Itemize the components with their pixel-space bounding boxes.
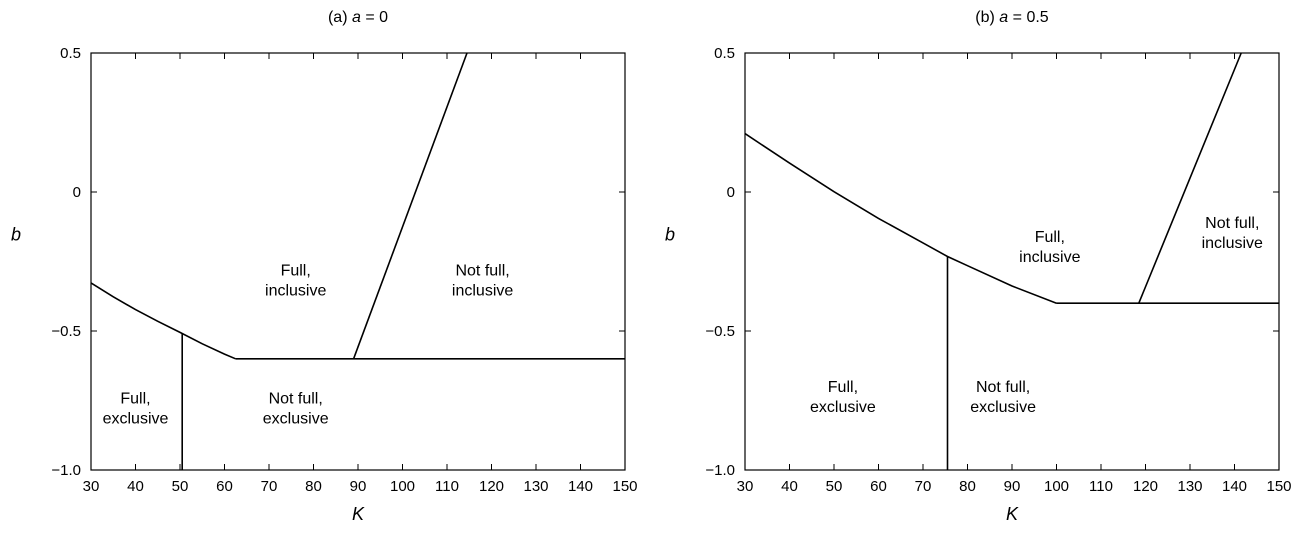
chart-b-ytick-label: −1.0	[705, 462, 735, 479]
chart-b-region-label-4: Not full, inclusive	[1202, 215, 1263, 252]
chart-a-xtick-label: 50	[172, 478, 189, 495]
chart-a-ylabel: b	[11, 225, 21, 245]
chart-b-xtick-label: 120	[1133, 478, 1158, 495]
chart-b-ytick-label: −0.5	[705, 323, 735, 340]
chart-b-xtick-label: 60	[870, 478, 887, 495]
chart-b-xtick-label: 40	[781, 478, 798, 495]
chart-a-xtick-label: 80	[305, 478, 322, 495]
chart-a-xtick-label: 70	[261, 478, 278, 495]
chart-b-xtick-label: 50	[826, 478, 843, 495]
chart-b-ytick-label: 0	[727, 184, 735, 201]
chart-b-xtick-label: 150	[1266, 478, 1291, 495]
chart-a-xtick-label: 100	[390, 478, 415, 495]
chart-a-region-label-3: Full, inclusive	[265, 262, 326, 299]
chart-a-xlabel: K	[352, 504, 365, 524]
chart-a-ytick-label: 0	[73, 184, 81, 201]
chart-a-xtick-label: 120	[479, 478, 504, 495]
chart-panel-a: (a) a = 0 30 40 50 60 70 80 90 100 110 120 130 140 15…	[11, 9, 638, 524]
chart-a-region-label-2: Not full, exclusive	[263, 390, 329, 427]
chart-b-xtick-label: 100	[1044, 478, 1069, 495]
chart-b-xtick-label: 90	[1004, 478, 1021, 495]
chart-b-title: (b) a = 0.5	[975, 9, 1048, 26]
chart-a-title: (a) a = 0	[328, 9, 388, 26]
chart-b-boundary-line-1	[744, 132, 1057, 304]
chart-b-xtick-label: 130	[1177, 478, 1202, 495]
chart-a-boundary-line-4	[352, 52, 468, 360]
chart-b-xtick-label: 80	[959, 478, 976, 495]
chart-a-xtick-label: 60	[216, 478, 233, 495]
chart-a-ytick-label: −0.5	[51, 323, 81, 340]
chart-a-xtick-label: 150	[612, 478, 637, 495]
chart-a-region-label-4: Not full, inclusive	[452, 262, 513, 299]
chart-b-region-label-2: Not full, exclusive	[970, 379, 1036, 416]
chart-a-xtick-label: 140	[568, 478, 593, 495]
chart-b-xlabel: K	[1006, 504, 1019, 524]
chart-b-boundary-line-4	[1138, 52, 1242, 304]
chart-b-ylabel: b	[665, 225, 675, 245]
chart-a-xtick-label: 40	[127, 478, 144, 495]
chart-a-xtick-label: 30	[83, 478, 100, 495]
chart-b-xtick-label: 70	[915, 478, 932, 495]
chart-b-xtick-label: 140	[1222, 478, 1247, 495]
chart-b-xtick-label: 110	[1089, 478, 1113, 495]
chart-a-region-label-1: Full, exclusive	[103, 390, 169, 427]
chart-a-ytick-label: −1.0	[51, 462, 81, 479]
chart-b-xtick-label: 30	[737, 478, 754, 495]
chart-panel-b: (b) a = 0.5 30 40 50 60 70 80 90 100 110 120 130 140…	[654, 0, 1308, 535]
chart-a-plot: (a) a = 0 30 40 50 60 70 80 90 100 110 120 130 140 15…	[11, 9, 638, 524]
chart-b-ytick-label: 0.5	[714, 45, 735, 62]
chart-a-frame	[90, 52, 626, 471]
chart-a-ytick-label: 0.5	[60, 45, 81, 62]
chart-b-plot: (b) a = 0.5 30 40 50 60 70 80 90 100 110 120 130 140…	[665, 9, 1292, 524]
chart-a-boundary-line-1	[90, 282, 236, 360]
chart-a-xtick-label: 110	[435, 478, 459, 495]
chart-b-region-label-3: Full, inclusive	[1019, 229, 1080, 266]
chart-a-xtick-label: 130	[523, 478, 548, 495]
chart-a-xtick-label: 90	[350, 478, 367, 495]
chart-b-region-label-1: Full, exclusive	[810, 379, 876, 416]
